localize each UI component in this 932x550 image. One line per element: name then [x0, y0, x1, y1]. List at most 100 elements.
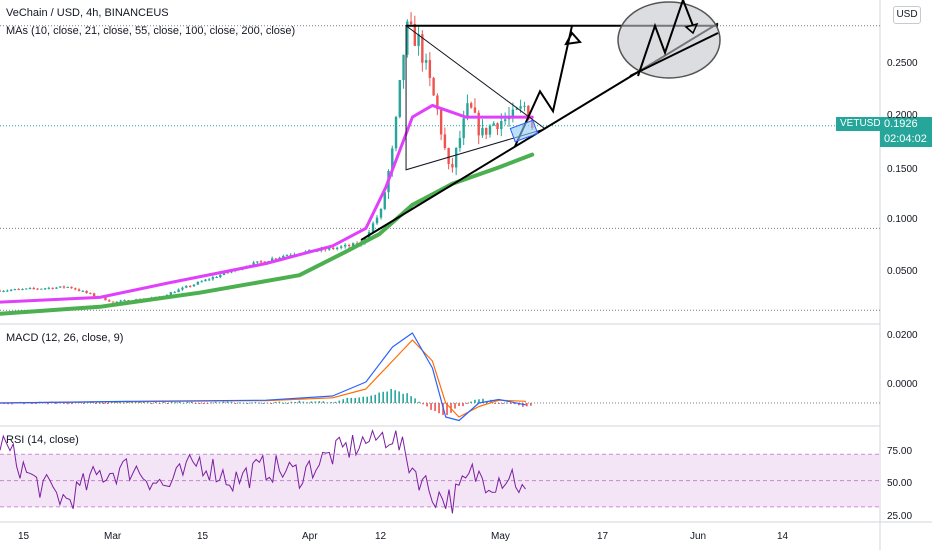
macd-legend[interactable]: MACD (12, 26, close, 9) — [6, 332, 124, 344]
macd-histogram-bar — [402, 393, 404, 403]
macd-histogram-bar — [234, 403, 237, 404]
macd-histogram-bar — [518, 403, 520, 406]
candle-body — [181, 287, 184, 290]
candle-body — [226, 272, 229, 274]
candle-body — [417, 34, 420, 46]
macd-histogram-bar — [426, 403, 428, 407]
candle-body — [123, 300, 126, 302]
macd-histogram-bar — [254, 401, 257, 403]
macd-histogram-bar — [334, 401, 337, 403]
macd-histogram-bar — [262, 402, 265, 404]
candle-body — [424, 60, 428, 63]
macd-histogram-bar — [190, 401, 193, 403]
macd-histogram-bar — [126, 401, 129, 403]
macd-histogram-bar — [506, 402, 508, 404]
candle-body — [13, 289, 17, 291]
candle-body — [485, 127, 488, 135]
macd-histogram-bar — [35, 403, 37, 404]
macd-tick: 0.0200 — [887, 330, 918, 341]
macd-histogram-bar — [382, 391, 384, 403]
currency-button[interactable]: USD — [893, 6, 921, 24]
target-zigzag — [637, 0, 694, 77]
candle-body — [458, 138, 462, 148]
candle-body — [59, 286, 62, 288]
candle-body — [9, 289, 13, 291]
candle-body — [111, 301, 115, 303]
macd-histogram-bar — [526, 403, 528, 407]
price-tick: 0.1500 — [887, 164, 918, 175]
macd-histogram-bar — [366, 396, 369, 403]
candle-body — [428, 60, 432, 78]
candle-body — [2, 290, 5, 292]
last-price-value: 0.1926 — [884, 118, 918, 130]
candle-body — [177, 289, 180, 293]
candle-body — [222, 272, 226, 275]
price-tick: 0.2000 — [887, 110, 918, 121]
candle-body — [70, 286, 73, 289]
candle-body — [173, 292, 176, 294]
candle-body — [379, 208, 383, 218]
candle-body — [527, 105, 530, 120]
macd-histogram-bar — [194, 403, 197, 404]
macd-histogram-bar — [462, 403, 464, 407]
candle-body — [252, 262, 255, 267]
macd-histogram-bar — [342, 399, 345, 403]
candle-body — [406, 21, 409, 55]
candle-body — [36, 288, 39, 290]
candle-body — [336, 247, 339, 249]
macd-histogram-bar — [394, 390, 396, 403]
macd-histogram-bar — [302, 401, 305, 403]
macd-histogram-bar — [274, 401, 277, 403]
macd-histogram-bar — [370, 395, 373, 403]
macd-histogram-bar — [482, 398, 484, 403]
macd-histogram-bar — [358, 397, 361, 403]
candle-body — [74, 288, 77, 290]
macd-histogram-bar — [214, 401, 217, 403]
candle-body — [25, 288, 28, 290]
candle-body — [343, 244, 347, 247]
macd-histogram-bar — [182, 402, 185, 404]
macd-histogram-bar — [406, 393, 408, 403]
macd-histogram-bar — [238, 402, 241, 404]
macd-histogram-bar — [454, 403, 456, 409]
ma-legend[interactable]: MAs (10, close, 21, close, 55, close, 10… — [6, 25, 296, 37]
candle-body — [511, 109, 515, 117]
candle-body — [192, 284, 196, 287]
macd-histogram-bar — [278, 401, 281, 403]
candle-body — [421, 34, 424, 63]
candle-body — [394, 116, 398, 149]
candle-body — [55, 287, 58, 289]
macd-histogram-bar — [130, 401, 133, 403]
drawings-layer — [360, 0, 721, 241]
candle-body — [40, 288, 43, 290]
rsi-pane — [0, 429, 880, 514]
macd-histogram-bar — [158, 403, 161, 404]
macd-histogram-bar — [83, 403, 85, 404]
candle-body — [383, 192, 386, 209]
macd-histogram-bar — [63, 403, 65, 404]
macd-histogram-bar — [470, 401, 472, 403]
candle-body — [436, 95, 439, 110]
candle-body — [51, 287, 54, 289]
candle-body — [462, 118, 465, 139]
macd-histogram-bar — [118, 402, 121, 404]
candle-body — [211, 277, 215, 280]
macd-histogram-bar — [210, 402, 213, 404]
candle-body — [92, 293, 96, 297]
candle-body — [43, 288, 47, 290]
candle-body — [47, 287, 51, 289]
rsi-legend[interactable]: RSI (14, close) — [6, 434, 79, 446]
macd-histogram-bar — [422, 403, 424, 405]
candle-body — [515, 108, 518, 110]
candle-body — [21, 288, 24, 290]
candle-body — [328, 247, 331, 250]
candle-body — [282, 256, 285, 258]
candle-body — [215, 277, 218, 279]
candle-body — [413, 24, 417, 46]
macd-histogram-bar — [354, 397, 357, 403]
macd-histogram-bar — [102, 403, 105, 404]
macd-histogram-bar — [414, 398, 416, 403]
macd-histogram-bar — [106, 403, 109, 404]
macd-histogram-bar — [23, 403, 25, 405]
